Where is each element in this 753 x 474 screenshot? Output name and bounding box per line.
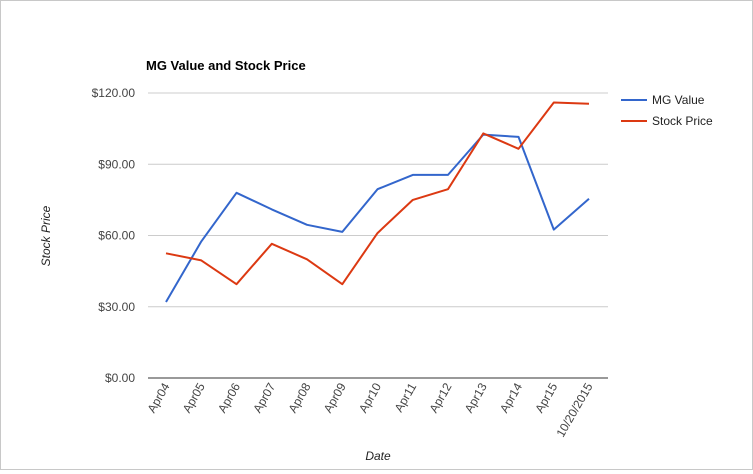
series-line-mg-value (165, 133, 590, 303)
y-tick-label: $120.00 (92, 86, 136, 100)
x-tick-label: Apr12 (426, 380, 454, 415)
x-tick-label: Apr14 (497, 380, 525, 415)
y-tick-label: $60.00 (98, 229, 135, 243)
x-tick-label: Apr08 (285, 380, 313, 415)
x-tick-label: Apr07 (250, 380, 278, 415)
y-tick-label: $90.00 (98, 157, 135, 171)
y-tick-label: $0.00 (105, 371, 135, 385)
chart-title: MG Value and Stock Price (146, 58, 306, 73)
x-tick-label: Apr10 (356, 380, 384, 415)
x-tick-label: Apr15 (532, 380, 560, 415)
legend-label-mg-value: MG Value (652, 93, 705, 107)
x-tick-label: Apr11 (392, 380, 420, 414)
x-tick-label: Apr04 (144, 380, 172, 415)
y-tick-label: $30.00 (98, 300, 135, 314)
x-tick-label: 10/20/2015 (553, 380, 595, 439)
y-axis-tick-labels: $0.00 $30.00 $60.00 $90.00 $120.00 (92, 86, 136, 385)
legend-label-stock-price: Stock Price (652, 114, 713, 128)
x-tick-label: Apr09 (321, 380, 349, 415)
x-tick-label: Apr06 (215, 380, 243, 415)
series-lines (165, 101, 590, 303)
legend: MG Value Stock Price (621, 93, 713, 128)
series-line-stock-price (165, 101, 590, 286)
x-axis-tick-labels: Apr04 Apr05 Apr06 Apr07 Apr08 Apr09 Apr10 Apr11… (144, 380, 595, 439)
x-tick-label: Apr05 (180, 380, 208, 415)
gridlines (148, 92, 608, 308)
x-axis-label: Date (365, 449, 391, 463)
x-tick-label: Apr13 (462, 380, 490, 415)
y-axis-label: Stock Price (39, 205, 53, 266)
